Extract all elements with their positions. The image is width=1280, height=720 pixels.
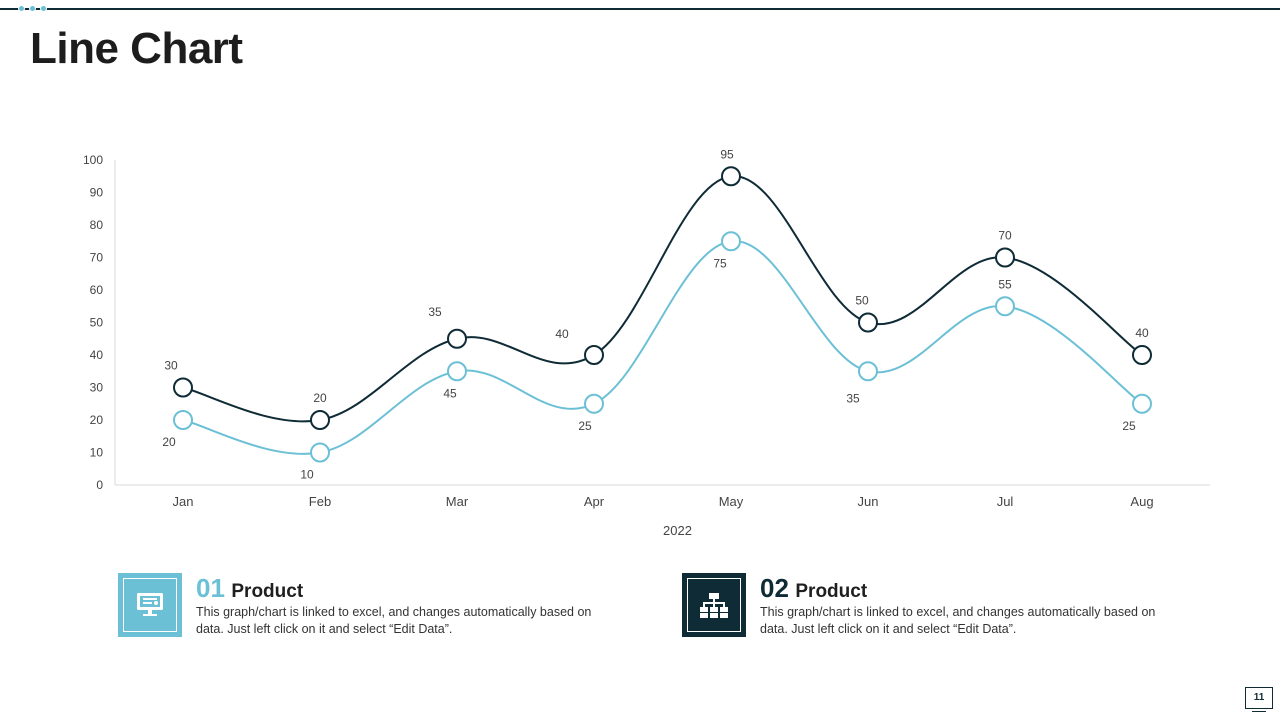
y-tick-label: 50 bbox=[90, 316, 104, 330]
series-1-data-label: 35 bbox=[428, 305, 442, 319]
series-2-data-label: 55 bbox=[998, 277, 1012, 291]
series-1-data-label: 40 bbox=[1135, 326, 1149, 340]
series-1-point bbox=[995, 247, 1015, 268]
organization-chart-icon bbox=[700, 593, 728, 618]
series-1-point bbox=[447, 328, 467, 349]
series-2-point bbox=[310, 442, 330, 463]
series-2-point bbox=[584, 393, 604, 414]
series-2-point bbox=[858, 361, 878, 382]
card-heading-2: 02 Product bbox=[760, 573, 867, 604]
y-tick-label: 90 bbox=[90, 186, 104, 200]
series-1-point bbox=[310, 410, 330, 430]
series-2-data-label: 25 bbox=[1122, 419, 1136, 433]
series-1-point bbox=[584, 345, 604, 365]
y-tick-label: 60 bbox=[90, 283, 104, 297]
line-chart: 0 10 20 30 40 50 60 70 80 90 100 Jan Feb Mar Apr May Jun… bbox=[83, 147, 1210, 538]
product-card-2: 02 Product This graph/chart is linked to… bbox=[682, 573, 1162, 637]
x-tick-label: Apr bbox=[584, 494, 605, 509]
card-description-2: This graph/chart is linked to excel, and… bbox=[760, 605, 1156, 636]
series-2-point bbox=[721, 231, 741, 252]
series-1-data-label: 20 bbox=[313, 391, 327, 405]
y-tick-label: 20 bbox=[90, 413, 104, 427]
series-2-data-label: 20 bbox=[162, 435, 176, 449]
x-tick-label: Jun bbox=[858, 494, 879, 509]
card-number-1: 01 bbox=[196, 573, 225, 603]
product-card-1: 01 Product This graph/chart is linked to… bbox=[118, 573, 598, 637]
series-2-point bbox=[447, 361, 467, 382]
y-tick-label: 70 bbox=[90, 251, 104, 265]
x-tick-label: Jul bbox=[997, 494, 1014, 509]
series-line-2 bbox=[182, 240, 1143, 455]
y-tick-label: 10 bbox=[90, 446, 104, 460]
y-tick-label: 40 bbox=[90, 348, 104, 362]
card-number-2: 02 bbox=[760, 573, 789, 603]
series-2-data-label: 35 bbox=[846, 391, 860, 405]
page-number-tail bbox=[1252, 708, 1266, 712]
y-tick-label: 0 bbox=[96, 478, 103, 492]
series-2-point bbox=[173, 410, 193, 430]
y-tick-label: 30 bbox=[90, 381, 104, 395]
card-icon-box-2 bbox=[682, 573, 746, 637]
monitor-settings-icon bbox=[137, 593, 163, 616]
x-tick-label: May bbox=[719, 494, 744, 509]
y-tick-label: 80 bbox=[90, 218, 104, 232]
card-label-1: Product bbox=[231, 581, 304, 602]
series-2-data-label: 75 bbox=[713, 256, 727, 270]
series-1-data-label: 70 bbox=[998, 229, 1012, 243]
card-description-1: This graph/chart is linked to excel, and… bbox=[196, 605, 592, 636]
y-tick-label: 100 bbox=[83, 153, 103, 167]
series-1-data-label: 30 bbox=[164, 359, 178, 373]
x-tick-label: Aug bbox=[1130, 494, 1153, 509]
card-label-2: Product bbox=[795, 581, 868, 602]
series-1-point bbox=[858, 312, 878, 333]
x-tick-label: Mar bbox=[446, 494, 469, 509]
series-1-point bbox=[721, 166, 741, 187]
page-number: 11 bbox=[1245, 687, 1273, 709]
series-2-data-label: 45 bbox=[443, 386, 457, 400]
series-2-point bbox=[995, 296, 1015, 317]
series-1-point bbox=[173, 377, 193, 398]
top-rule bbox=[0, 8, 1280, 10]
series-2-data-label: 25 bbox=[578, 419, 592, 433]
series-1-data-label: 95 bbox=[720, 147, 734, 161]
card-icon-box-1 bbox=[118, 573, 182, 637]
series-1-data-label: 50 bbox=[855, 294, 869, 308]
series-2-point bbox=[1132, 393, 1152, 414]
x-axis-title: 2022 bbox=[663, 523, 692, 538]
series-1-data-label: 40 bbox=[555, 327, 569, 341]
series-1-point bbox=[1132, 345, 1152, 365]
series-line-1 bbox=[182, 175, 1143, 423]
card-heading-1: 01 Product bbox=[196, 573, 303, 604]
top-dots bbox=[18, 5, 47, 12]
series-2-data-label: 10 bbox=[300, 468, 314, 482]
x-tick-label: Jan bbox=[173, 494, 194, 509]
page-title: Line Chart bbox=[30, 24, 243, 73]
x-tick-label: Feb bbox=[309, 494, 331, 509]
